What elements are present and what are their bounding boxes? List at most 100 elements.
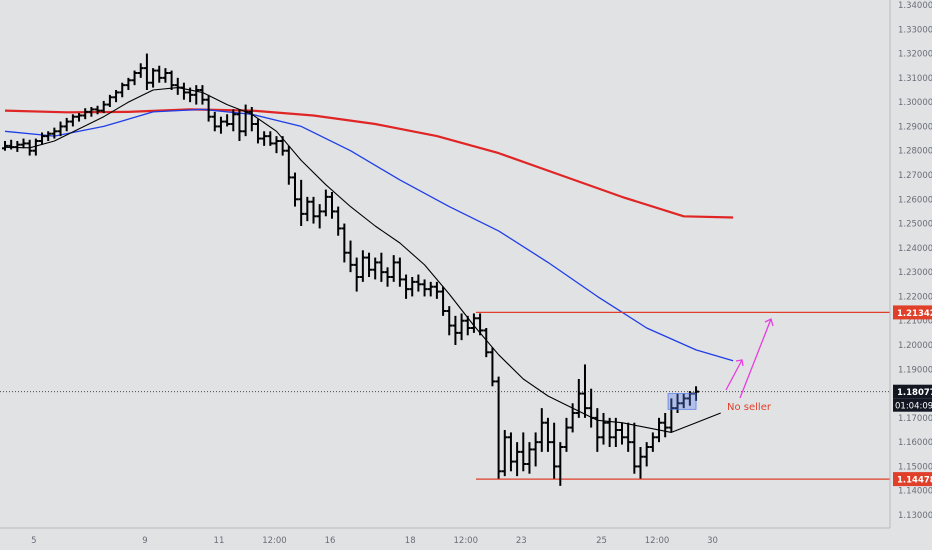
ohlc-bar xyxy=(464,315,471,336)
ohlc-bar xyxy=(316,204,323,229)
ohlc-bar xyxy=(94,105,101,115)
price-tick-label: 1.33000 xyxy=(898,25,932,35)
ma-mid-line xyxy=(4,108,734,362)
ohlc-bar xyxy=(662,413,669,438)
highlight-box xyxy=(667,393,697,410)
price-tick-label: 1.19000 xyxy=(898,365,932,375)
ohlc-bar xyxy=(51,127,58,139)
ohlc-bar xyxy=(551,422,558,479)
price-tick-label: 1.15000 xyxy=(898,462,932,472)
ohlc-bar xyxy=(261,131,268,146)
ohlc-bar xyxy=(137,63,144,78)
support-price-tag-bg xyxy=(893,472,932,487)
ohlc-bar xyxy=(224,114,231,127)
ohlc-bar xyxy=(458,313,465,341)
ma-slow-line xyxy=(4,108,734,219)
price-tick-label: 1.26000 xyxy=(898,195,932,205)
ohlc-bar xyxy=(452,315,459,345)
price-tick-label: 1.32000 xyxy=(898,50,932,60)
ohlc-bar xyxy=(359,250,366,282)
ohlc-bar xyxy=(520,432,527,472)
ohlc-bar xyxy=(248,107,255,132)
last-price-tag-bg xyxy=(893,384,932,399)
ohlc-bar xyxy=(236,109,243,141)
annotations: No seller xyxy=(667,318,774,413)
ohlc-bar xyxy=(26,139,33,156)
support-price-tag: 1.14478 xyxy=(897,476,932,486)
ohlc-bar xyxy=(557,442,564,486)
ohlc-bar xyxy=(69,114,76,127)
time-tick-label: 5 xyxy=(31,536,36,546)
ohlc-bar xyxy=(347,240,354,273)
ohlc-bar xyxy=(643,442,650,467)
ohlc-bar xyxy=(2,141,8,151)
ohlc-bar xyxy=(193,85,200,105)
ohlc-bar xyxy=(180,82,187,100)
ohlc-bar xyxy=(32,138,39,156)
ohlc-bar xyxy=(335,206,342,236)
ohlc-bar xyxy=(304,196,311,222)
ohlc-bar xyxy=(162,68,169,83)
ohlc-bar xyxy=(88,107,95,117)
ohlc-bar xyxy=(526,442,533,474)
ohlc-bar xyxy=(285,145,292,185)
ohlc-bar xyxy=(433,281,440,299)
ohlc-bar xyxy=(514,442,521,477)
price-tick-label: 1.30000 xyxy=(898,98,932,108)
ohlc-bar xyxy=(440,286,447,316)
price-axis: 1.13000 1.14000 1.15000 1.16000 1.17000 1.180… xyxy=(0,0,932,529)
ohlc-bar xyxy=(495,376,502,479)
ohlc-bar xyxy=(174,77,181,95)
time-tick-label: 12:00 xyxy=(262,536,287,546)
ohlc-bar xyxy=(310,196,317,224)
ohlc-bar xyxy=(625,422,632,452)
ma-fast-line xyxy=(4,87,721,433)
price-tick-label: 1.20000 xyxy=(898,341,932,351)
ohlc-bar xyxy=(575,379,582,418)
ohlc-bar xyxy=(415,274,422,292)
ohlc-bar xyxy=(409,277,416,297)
arrow-long xyxy=(739,318,774,399)
price-tick-label: 1.22000 xyxy=(898,292,932,302)
ohlc-bar xyxy=(267,131,274,146)
price-tick-label: 1.13000 xyxy=(898,511,932,521)
ohlc-bar xyxy=(20,138,27,149)
price-tick-label: 1.16000 xyxy=(898,438,932,448)
price-tick-label: 1.29000 xyxy=(898,122,932,132)
price-tick-label: 1.24000 xyxy=(898,244,932,254)
ohlc-bar xyxy=(57,121,64,137)
ohlc-bar xyxy=(680,393,687,409)
ohlc-bar xyxy=(372,257,379,280)
ohlc-bar xyxy=(39,132,46,145)
ohlc-bar xyxy=(477,313,484,336)
ohlc-bar xyxy=(119,82,126,98)
ohlc-bar xyxy=(242,104,249,137)
time-tick-label: 9 xyxy=(142,536,147,546)
price-tags: 1.21342 1.14478 1.18077 01:04:09 xyxy=(893,305,932,487)
ohlc-bar xyxy=(230,109,237,132)
ohlc-bar xyxy=(279,136,286,156)
ohlc-bar xyxy=(631,422,638,474)
ohlc-bar xyxy=(353,257,360,292)
arrow-short xyxy=(725,359,744,391)
ohlc-bar xyxy=(378,252,385,282)
ohlc-bar xyxy=(14,141,21,152)
time-tick-label: 23 xyxy=(516,536,527,546)
ohlc-bar xyxy=(668,398,675,433)
ohlc-bar xyxy=(384,267,391,287)
ohlc-bar xyxy=(291,172,298,207)
ohlc-bar xyxy=(125,77,132,90)
ohlc-bar xyxy=(649,432,656,452)
ohlc-bar xyxy=(507,432,514,472)
ohlc-bar xyxy=(168,70,175,90)
ohlc-bar xyxy=(674,393,681,413)
ohlc-bar xyxy=(205,94,212,122)
ohlc-bar xyxy=(217,116,224,134)
ohlc-bar xyxy=(612,417,619,447)
ohlc-bar xyxy=(329,192,336,219)
no-seller-annotation: No seller xyxy=(727,402,772,413)
ohlc-bar xyxy=(187,87,194,103)
ohlc-bar xyxy=(396,257,403,287)
ohlc-bar xyxy=(8,139,15,150)
